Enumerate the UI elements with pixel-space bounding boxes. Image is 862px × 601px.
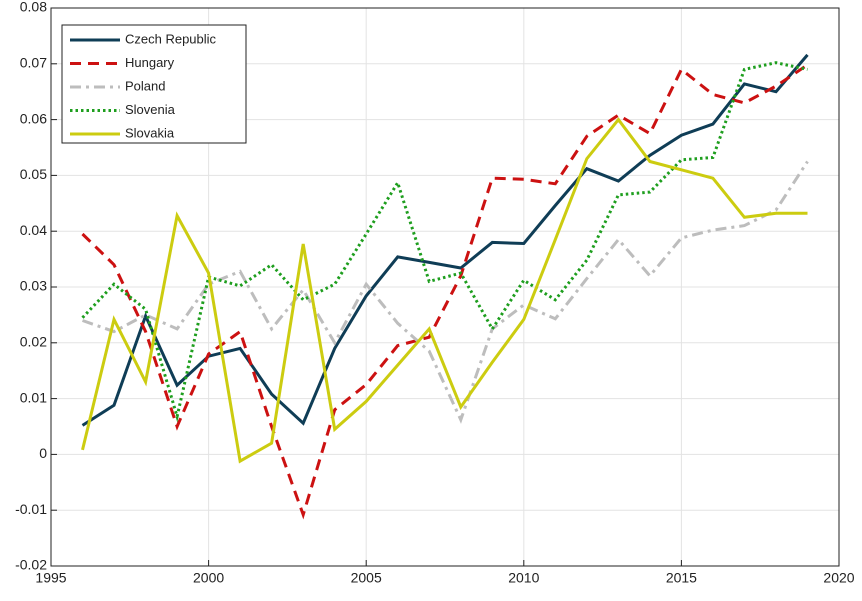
- x-tick-label: 2005: [351, 570, 382, 586]
- y-tick-label: 0.07: [20, 55, 47, 71]
- plot-frame: [50, 7, 840, 567]
- legend-label: Slovakia: [125, 125, 175, 140]
- legend-label: Slovenia: [125, 102, 176, 117]
- series-line: [81, 53, 809, 427]
- legend-label: Poland: [125, 78, 165, 93]
- y-tick-label: 0.02: [20, 334, 47, 350]
- series-line: [82, 160, 809, 424]
- legend-label: Hungary: [125, 55, 175, 70]
- y-tick-label: 0.04: [20, 222, 47, 238]
- series-line: [81, 63, 809, 520]
- series-line: [81, 61, 808, 423]
- y-tick-label: 0.05: [20, 166, 47, 182]
- x-tick-label: 2000: [193, 570, 224, 586]
- y-tick-label: 0.08: [20, 0, 47, 15]
- series-line: [81, 117, 808, 464]
- x-tick-label: 2015: [666, 570, 697, 586]
- y-tick-label: 0.01: [20, 389, 47, 405]
- x-tick-label: 2020: [823, 570, 854, 586]
- y-tick-label: 0: [39, 445, 47, 461]
- y-tick-label: 0.03: [20, 278, 47, 294]
- y-tick-label: -0.02: [15, 557, 47, 573]
- y-tick-label: -0.01: [15, 501, 47, 517]
- x-tick-label: 2010: [508, 570, 539, 586]
- y-tick-label: 0.06: [20, 110, 47, 126]
- legend-label: Czech Republic: [125, 31, 217, 46]
- x-tick-label: 1995: [35, 570, 66, 586]
- legend-box: [61, 24, 247, 144]
